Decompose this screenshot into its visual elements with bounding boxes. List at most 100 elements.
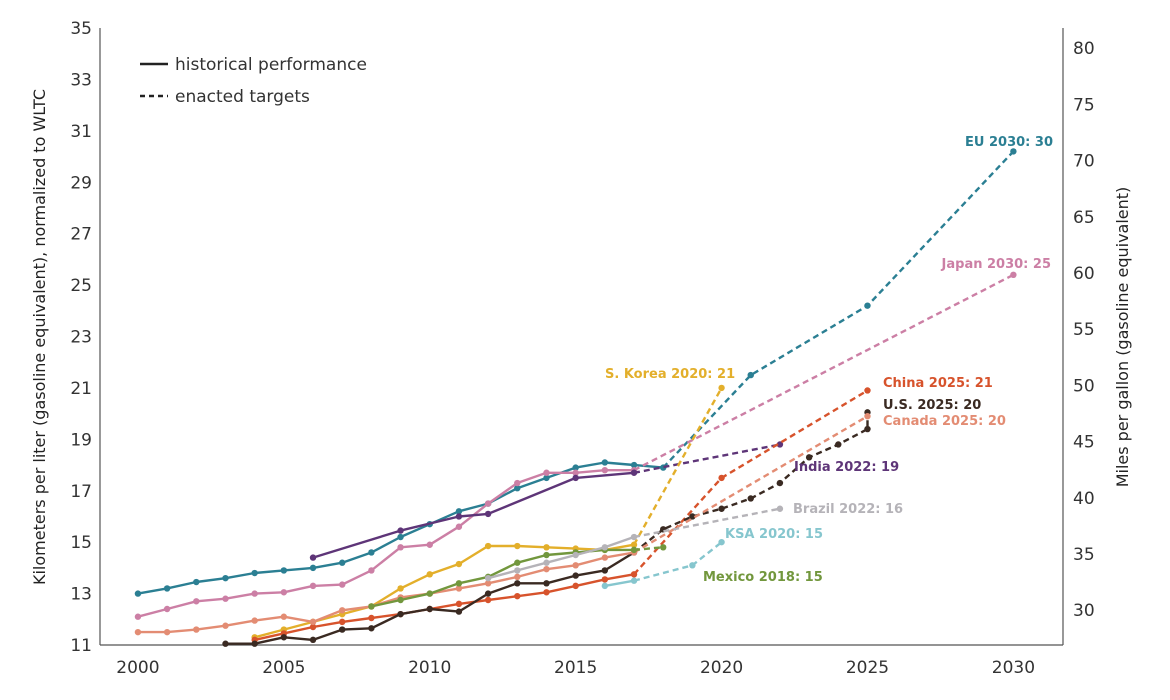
point-u-s-2003 [222, 640, 229, 647]
point-mexico-2010 [426, 590, 433, 597]
point-mexico-2011 [455, 580, 463, 587]
point-india-2015 [572, 474, 579, 482]
target-line-eu [662, 150, 1015, 469]
series-ksa [601, 538, 725, 590]
point-canada-2013 [514, 573, 521, 581]
legend: historical performance enacted targets [140, 55, 367, 107]
point-japan-2002 [193, 598, 200, 605]
point-mexico-2017 [630, 546, 638, 554]
target-point-china-2025 [864, 387, 871, 394]
point-japan-2011 [455, 523, 463, 530]
point-eu-2006 [309, 564, 317, 572]
point-u-s-2014 [543, 580, 550, 587]
point-brazil-2012 [484, 574, 492, 582]
point-u-s-2007 [339, 626, 346, 633]
x-tick-2020: 2020 [700, 658, 743, 678]
left-y-axis-title: Kilometers per liter (gasoline equivalen… [30, 89, 49, 585]
point-japan-2005 [280, 589, 288, 596]
historical-line-ksa [604, 579, 635, 588]
point-eu-2007 [339, 559, 346, 566]
y2-tick-70: 70 [1073, 152, 1095, 172]
point-japan-2013 [514, 479, 521, 487]
point-eu-2000 [134, 590, 142, 597]
y2-tick-45: 45 [1073, 433, 1095, 453]
x-tick-labels: 2000 2005 2010 2015 2020 2025 2030 [116, 658, 1035, 678]
point-eu-2009 [397, 533, 404, 541]
historical-line-brazil [487, 535, 635, 580]
point-u-s-2016 [601, 567, 609, 574]
y-tick-33: 33 [70, 70, 92, 90]
y-tick-29: 29 [70, 173, 92, 193]
point-china-2011 [455, 600, 463, 608]
y-tick-11: 11 [70, 636, 92, 656]
target-point-mexico-2018 [660, 544, 667, 551]
target-point-brazil-2022 [776, 505, 784, 512]
y-tick-31: 31 [70, 122, 92, 142]
y-tick-labels-left: 11 13 15 17 19 21 23 25 27 29 31 33 35 [70, 19, 92, 656]
point-u-s-2010 [426, 605, 433, 613]
point-canada-2003 [222, 622, 229, 629]
target-line-india [633, 443, 781, 474]
label-canada: Canada 2025: 20 [883, 414, 1006, 429]
target-point-u-s-2019 [689, 513, 696, 520]
y-tick-15: 15 [70, 533, 92, 553]
y-tick-labels-right: 30 35 40 45 50 55 60 65 70 75 80 [1073, 39, 1095, 621]
y2-tick-30: 30 [1073, 601, 1095, 621]
point-eu-2004 [251, 569, 258, 577]
target-point-u-s-2022 [776, 479, 784, 487]
point-mexico-2008 [368, 603, 375, 610]
point-japan-2009 [397, 544, 404, 551]
target-point-u-s-2025 [864, 425, 871, 433]
point-eu-2014 [543, 474, 550, 482]
point-china-2017 [630, 571, 638, 578]
point-brazil-2013 [514, 567, 521, 574]
target-point-japan-2030 [1010, 271, 1017, 278]
point-eu-2016 [601, 459, 609, 466]
point-japan-2007 [339, 581, 346, 588]
point-s-korea-2010 [426, 571, 433, 578]
x-tick-2000: 2000 [116, 658, 159, 678]
point-s-korea-2009 [397, 585, 404, 592]
y2-tick-40: 40 [1073, 489, 1095, 509]
target-line-japan [633, 273, 1014, 472]
target-point-canada-2025 [864, 412, 871, 420]
point-s-korea-2013 [514, 542, 521, 550]
point-u-s-2009 [397, 610, 404, 618]
point-canada-2014 [543, 565, 550, 573]
label-japan: Japan 2030: 25 [941, 257, 1051, 272]
point-u-s-2012 [484, 590, 492, 597]
y-tick-13: 13 [70, 585, 92, 605]
legend-label-historical: historical performance [175, 55, 367, 75]
point-eu-2008 [368, 549, 375, 556]
point-u-s-2004 [251, 640, 258, 647]
x-tick-2010: 2010 [408, 658, 451, 678]
series-labels: EU 2030: 30 Japan 2030: 25 India 2022: 1… [605, 135, 1053, 585]
point-brazil-2016 [601, 544, 609, 551]
target-point-u-s-2023 [805, 454, 813, 461]
point-india-2012 [484, 510, 492, 518]
axes [99, 28, 1064, 646]
point-japan-2015 [572, 469, 579, 476]
point-eu-2013 [514, 484, 521, 492]
point-canada-2001 [163, 628, 171, 636]
point-japan-2010 [426, 541, 433, 548]
point-china-2008 [368, 614, 375, 622]
historical-line-china [254, 573, 635, 642]
point-brazil-2015 [572, 551, 579, 559]
point-china-2013 [514, 592, 521, 600]
target-line-u-s [633, 412, 869, 554]
point-canada-2000 [134, 628, 142, 636]
y-tick-25: 25 [70, 276, 92, 296]
historical-line-india [312, 471, 635, 559]
y-tick-17: 17 [70, 482, 92, 502]
point-canada-2015 [572, 562, 579, 569]
point-china-2016 [601, 576, 609, 583]
target-point-eu-2025 [864, 302, 871, 309]
point-u-s-2008 [368, 625, 375, 632]
point-brazil-2014 [543, 559, 550, 566]
point-japan-2016 [601, 466, 609, 474]
label-india: India 2022: 19 [794, 460, 899, 475]
series-brazil [484, 505, 784, 582]
point-india-2017 [630, 469, 638, 476]
